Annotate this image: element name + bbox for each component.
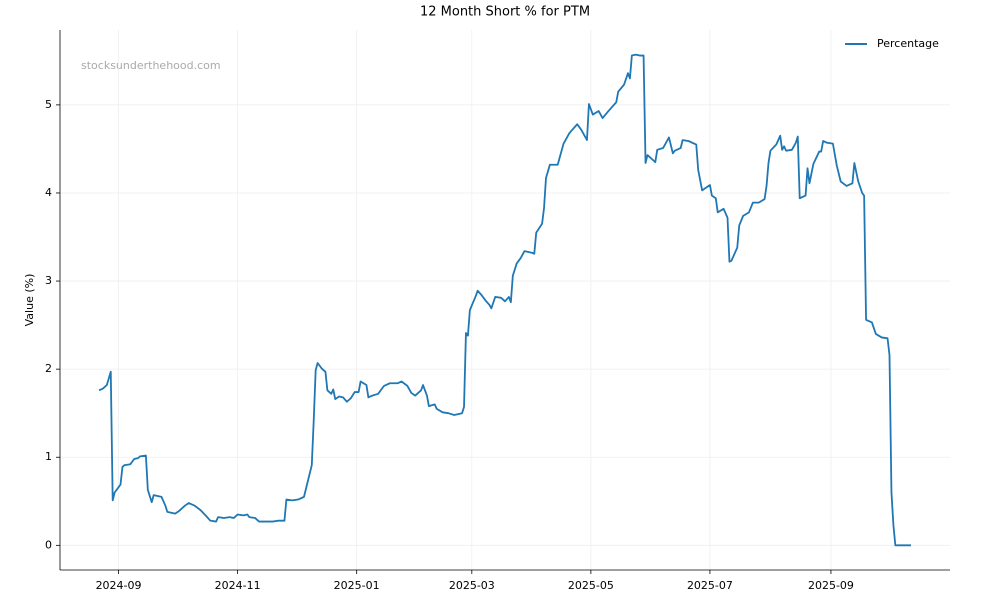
- x-tick-label: 2025-05: [568, 579, 614, 592]
- y-axis-label: Value (%): [23, 274, 36, 327]
- x-tick-label: 2024-11: [215, 579, 261, 592]
- data-line: [98, 53, 911, 547]
- chart-title: 12 Month Short % for PTM: [420, 5, 590, 20]
- x-tick-label: 2024-09: [96, 579, 142, 592]
- y-tick-label: 1: [45, 450, 52, 463]
- x-tick-label: 2025-03: [449, 579, 495, 592]
- y-tick-label: 3: [45, 274, 52, 287]
- y-tick-label: 2: [45, 362, 52, 375]
- y-tick-label: 4: [45, 186, 52, 199]
- y-tick-label: 0: [45, 538, 52, 551]
- x-tick-label: 2025-09: [808, 579, 854, 592]
- x-tick-label: 2025-07: [687, 579, 733, 592]
- x-tick-label: 2025-01: [334, 579, 380, 592]
- watermark: stocksunderthehood.com: [81, 59, 221, 72]
- legend-label: Percentage: [877, 37, 939, 50]
- y-tick-label: 5: [45, 98, 52, 111]
